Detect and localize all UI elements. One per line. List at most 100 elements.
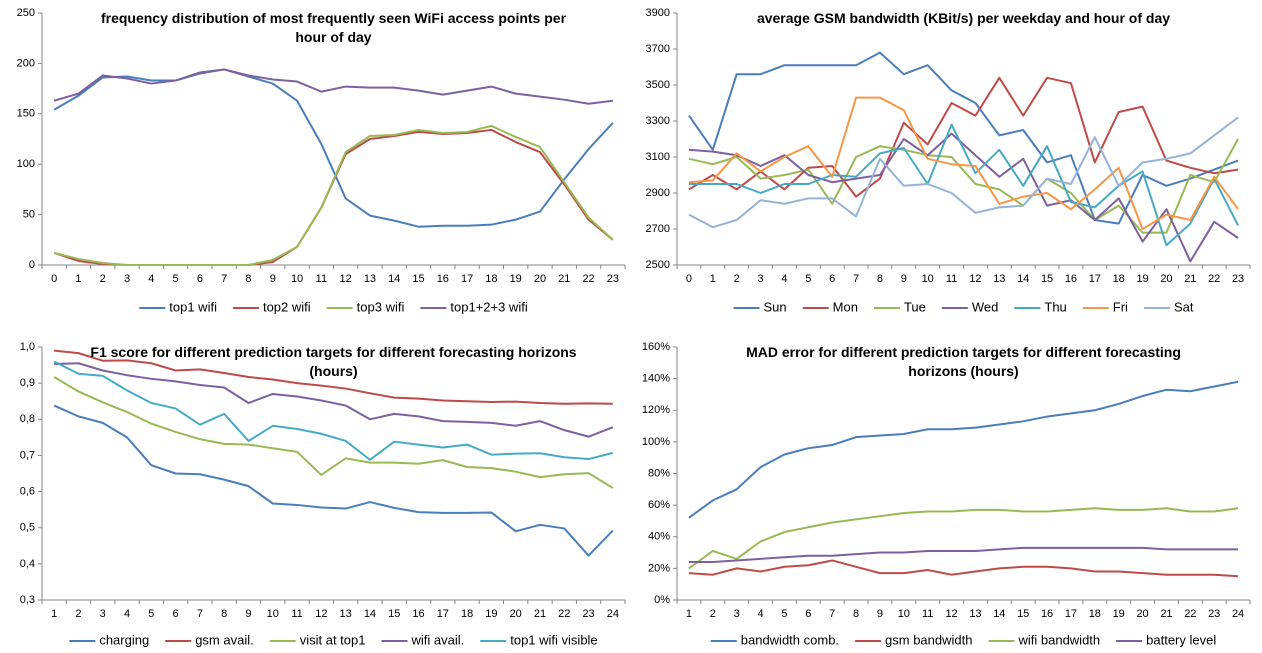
series-line bbox=[688, 132, 1239, 263]
legend-label: top1 wifi visible bbox=[510, 632, 597, 647]
x-tick-label: 8 bbox=[221, 608, 227, 620]
x-tick-label: 23 bbox=[582, 608, 594, 620]
x-tick-label: 18 bbox=[461, 608, 473, 620]
chart-title: average GSM bandwidth (KBit/s) per weekd… bbox=[756, 10, 1171, 26]
y-tick-label: 40% bbox=[648, 531, 670, 543]
x-tick-label: 5 bbox=[173, 273, 179, 285]
x-tick-label: 18 bbox=[1089, 608, 1101, 620]
x-tick-label: 14 bbox=[364, 608, 376, 620]
x-tick-label: 15 bbox=[412, 273, 424, 285]
y-tick-label: 2500 bbox=[646, 259, 670, 271]
y-tick-label: 1,0 bbox=[20, 341, 35, 353]
x-tick-label: 19 bbox=[510, 273, 522, 285]
legend-label: top1+2+3 wifi bbox=[450, 299, 527, 314]
x-tick-label: 6 bbox=[805, 608, 811, 620]
y-tick-label: 0% bbox=[654, 594, 670, 606]
x-tick-label: 19 bbox=[485, 608, 497, 620]
y-tick-label: 60% bbox=[648, 499, 670, 511]
x-tick-label: 21 bbox=[534, 608, 546, 620]
x-tick-label: 8 bbox=[877, 273, 883, 285]
chart-title: frequency distribution of most frequentl… bbox=[100, 10, 567, 45]
x-tick-label: 20 bbox=[534, 273, 546, 285]
x-tick-label: 15 bbox=[1017, 608, 1029, 620]
x-tick-label: 3 bbox=[758, 273, 764, 285]
x-tick-label: 23 bbox=[607, 273, 619, 285]
x-tick-label: 7 bbox=[221, 273, 227, 285]
series-line bbox=[53, 360, 614, 461]
x-tick-label: 1 bbox=[686, 608, 692, 620]
x-tick-label: 12 bbox=[945, 608, 957, 620]
x-tick-label: 18 bbox=[1113, 273, 1125, 285]
x-tick-label: 22 bbox=[1208, 273, 1220, 285]
x-tick-label: 9 bbox=[901, 273, 907, 285]
x-tick-label: 13 bbox=[969, 608, 981, 620]
legend-label: wifi bandwidth bbox=[1017, 632, 1100, 647]
x-tick-label: 2 bbox=[100, 273, 106, 285]
y-tick-label: 3700 bbox=[646, 43, 670, 55]
series-line bbox=[688, 546, 1239, 564]
y-tick-label: 0,5 bbox=[20, 522, 35, 534]
series-line bbox=[54, 362, 614, 438]
x-tick-label: 20 bbox=[1160, 273, 1172, 285]
chart-title: MAD error for different prediction targe… bbox=[746, 344, 1181, 379]
x-tick-label: 23 bbox=[1232, 273, 1244, 285]
x-tick-label: 2 bbox=[710, 608, 716, 620]
x-tick-label: 4 bbox=[758, 608, 764, 620]
x-tick-label: 2 bbox=[734, 273, 740, 285]
x-tick-label: 4 bbox=[148, 273, 154, 285]
x-tick-label: 3 bbox=[734, 608, 740, 620]
x-tick-label: 22 bbox=[582, 273, 594, 285]
y-tick-label: 80% bbox=[648, 467, 670, 479]
x-tick-label: 12 bbox=[315, 608, 327, 620]
y-tick-label: 0,9 bbox=[20, 377, 35, 389]
x-tick-label: 6 bbox=[829, 273, 835, 285]
y-tick-label: 2700 bbox=[646, 223, 670, 235]
legend-label: top3 wifi bbox=[357, 299, 405, 314]
series-line bbox=[53, 128, 614, 266]
legend-label: Wed bbox=[972, 299, 999, 314]
legend-label: visit at top1 bbox=[300, 632, 366, 647]
series-line bbox=[53, 68, 613, 105]
x-tick-label: 12 bbox=[969, 273, 981, 285]
series-line bbox=[688, 507, 1239, 570]
y-tick-label: 0,3 bbox=[20, 594, 35, 606]
legend-label: top1 wifi bbox=[169, 299, 217, 314]
x-tick-label: 16 bbox=[437, 273, 449, 285]
chart-title: F1 score for different prediction target… bbox=[90, 344, 577, 379]
series-line bbox=[688, 123, 1239, 247]
x-tick-label: 16 bbox=[412, 608, 424, 620]
x-tick-label: 5 bbox=[805, 273, 811, 285]
x-tick-label: 10 bbox=[898, 608, 910, 620]
x-tick-label: 20 bbox=[1136, 608, 1148, 620]
legend-label: gsm bandwidth bbox=[885, 632, 972, 647]
y-tick-label: 0,7 bbox=[20, 449, 35, 461]
x-tick-label: 7 bbox=[197, 608, 203, 620]
y-tick-label: 20% bbox=[648, 562, 670, 574]
x-tick-label: 7 bbox=[853, 273, 859, 285]
x-tick-label: 24 bbox=[607, 608, 619, 620]
y-tick-label: 3900 bbox=[646, 7, 670, 19]
series-line bbox=[53, 376, 614, 489]
x-tick-label: 1 bbox=[75, 273, 81, 285]
x-tick-label: 5 bbox=[148, 608, 154, 620]
legend-label: Mon bbox=[833, 299, 858, 314]
x-tick-label: 4 bbox=[124, 608, 130, 620]
series-line bbox=[688, 96, 1239, 230]
y-tick-label: 250 bbox=[17, 7, 35, 19]
y-tick-label: 200 bbox=[17, 57, 35, 69]
series-line bbox=[688, 559, 1239, 578]
x-tick-label: 3 bbox=[100, 608, 106, 620]
series-line bbox=[688, 380, 1239, 519]
x-tick-label: 21 bbox=[1184, 273, 1196, 285]
x-tick-label: 5 bbox=[781, 608, 787, 620]
x-tick-label: 9 bbox=[270, 273, 276, 285]
x-tick-label: 7 bbox=[829, 608, 835, 620]
x-tick-label: 11 bbox=[922, 608, 933, 620]
legend-label: top2 wifi bbox=[263, 299, 311, 314]
y-tick-label: 0,6 bbox=[20, 485, 35, 497]
x-tick-label: 19 bbox=[1136, 273, 1148, 285]
x-tick-label: 19 bbox=[1113, 608, 1125, 620]
y-tick-label: 3500 bbox=[646, 79, 670, 91]
x-tick-label: 18 bbox=[485, 273, 497, 285]
x-tick-label: 23 bbox=[1208, 608, 1220, 620]
